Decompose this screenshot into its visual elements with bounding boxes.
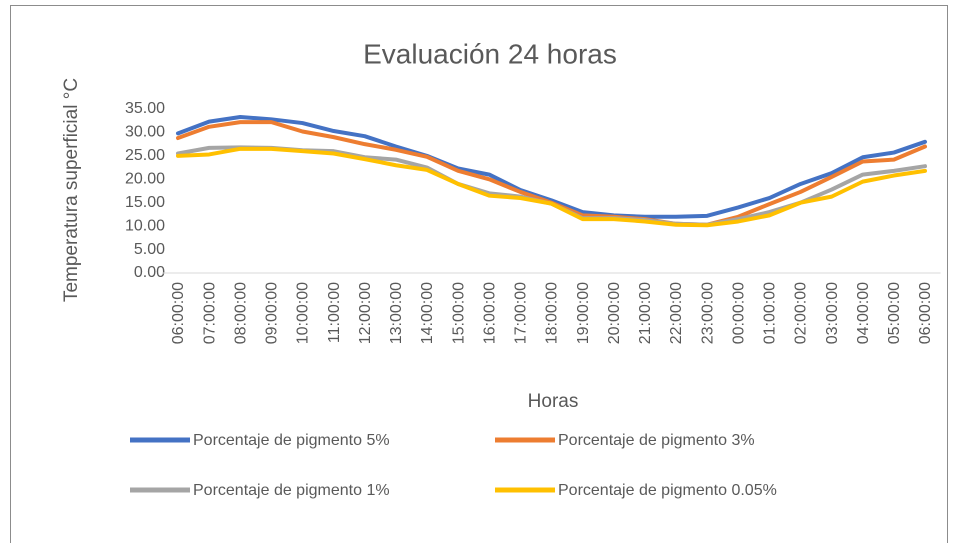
- x-tick-label: 08:00:00: [232, 282, 249, 344]
- y-tick-label: 35.00: [125, 100, 165, 117]
- legend-label: Porcentaje de pigmento 3%: [558, 432, 755, 449]
- x-tick-label: 06:00:00: [917, 282, 934, 344]
- x-tick-label: 17:00:00: [513, 282, 530, 344]
- x-tick-label: 01:00:00: [762, 282, 779, 344]
- series-line: [176, 114, 927, 219]
- chart-title: Evaluación 24 horas: [363, 38, 617, 69]
- y-tick-label: 10.00: [125, 217, 165, 234]
- x-tick-label: 06:00:00: [170, 282, 187, 344]
- x-tick-label: 23:00:00: [699, 282, 716, 344]
- x-tick-label: 02:00:00: [793, 282, 810, 344]
- x-tick-label: 00:00:00: [730, 282, 747, 344]
- x-tick-label: 03:00:00: [824, 282, 841, 344]
- x-tick-label: 13:00:00: [388, 282, 405, 344]
- y-tick-label: 0.00: [134, 264, 165, 281]
- y-tick-label: 5.00: [134, 241, 165, 258]
- x-tick-label: 05:00:00: [886, 282, 903, 344]
- legend-label: Porcentaje de pigmento 5%: [193, 432, 390, 449]
- legend-label: Porcentaje de pigmento 0.05%: [558, 482, 777, 499]
- x-tick-label: 22:00:00: [668, 282, 685, 344]
- x-tick-label: 19:00:00: [575, 282, 592, 344]
- x-tick-label: 04:00:00: [855, 282, 872, 344]
- series-line: [176, 146, 927, 228]
- x-tick-label: 14:00:00: [419, 282, 436, 344]
- legend-label: Porcentaje de pigmento 1%: [193, 482, 390, 499]
- y-tick-label: 15.00: [125, 194, 165, 211]
- y-tick-label: 20.00: [125, 171, 165, 188]
- x-tick-label: 20:00:00: [606, 282, 623, 344]
- x-tick-label: 16:00:00: [481, 282, 498, 344]
- y-axis-label: Temperatura superficial °C: [61, 78, 82, 302]
- x-tick-label: 18:00:00: [544, 282, 561, 344]
- y-tick-label: 25.00: [125, 147, 165, 164]
- x-tick-label: 10:00:00: [295, 282, 312, 344]
- x-tick-label: 11:00:00: [326, 282, 343, 343]
- x-tick-label: 07:00:00: [201, 282, 218, 344]
- y-tick-label: 30.00: [125, 124, 165, 141]
- x-tick-label: 09:00:00: [264, 282, 281, 344]
- x-tick-label: 15:00:00: [450, 282, 467, 344]
- chart-border: [10, 5, 948, 543]
- x-tick-label: 21:00:00: [637, 282, 654, 344]
- x-tick-label: 12:00:00: [357, 282, 374, 344]
- x-axis-label: Horas: [528, 391, 579, 412]
